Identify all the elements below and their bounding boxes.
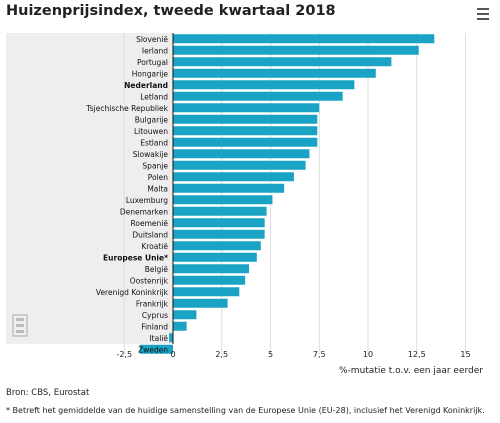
- bar[interactable]: [173, 172, 294, 182]
- bar[interactable]: [173, 149, 310, 159]
- category-label: Letland: [140, 92, 168, 101]
- label-panel: [6, 33, 173, 344]
- x-tick-label: 0: [170, 350, 175, 359]
- bar[interactable]: [173, 275, 246, 285]
- x-tick-labels: -2,5 0 2,5 5 7,5 10 12,5 15: [116, 350, 470, 359]
- category-label: Kroatië: [141, 242, 168, 251]
- bar[interactable]: [173, 264, 250, 274]
- x-tick-label: 10: [363, 350, 373, 359]
- category-label: Nederland: [124, 81, 168, 90]
- category-label: Luxemburg: [126, 196, 168, 205]
- category-label: Spanje: [142, 161, 168, 170]
- bar[interactable]: [173, 68, 376, 78]
- category-label: België: [145, 265, 169, 274]
- x-tick-label: 2,5: [215, 350, 228, 359]
- category-label: Duitsland: [132, 230, 168, 239]
- category-label: Frankrijk: [136, 299, 169, 308]
- bar-chart: Slovenië Ierland Portugal Hongarije Nederlan…: [6, 33, 483, 376]
- category-label: Tsjechische Republiek: [85, 104, 168, 113]
- source-note: Bron: CBS, Eurostat: [6, 388, 90, 398]
- bar[interactable]: [173, 241, 261, 251]
- bar[interactable]: [173, 45, 419, 55]
- bar[interactable]: [173, 218, 265, 228]
- bar[interactable]: [173, 206, 267, 216]
- bar[interactable]: [173, 160, 306, 170]
- category-label: Slowakije: [133, 150, 169, 159]
- category-label: Verenigd Koninkrijk: [96, 288, 169, 297]
- category-label: Estland: [140, 138, 168, 147]
- bar[interactable]: [173, 34, 435, 44]
- cbs-logo-icon: [12, 314, 28, 337]
- category-label: Portugal: [137, 58, 168, 67]
- category-label: Zweden: [138, 345, 168, 354]
- bar[interactable]: [173, 252, 257, 262]
- category-label: Roemenië: [131, 219, 169, 228]
- category-label: Denemarken: [120, 207, 168, 216]
- category-label: Malta: [147, 184, 168, 193]
- category-label: Italië: [149, 334, 168, 343]
- category-labels: Slovenië Ierland Portugal Hongarije Nederlan…: [85, 35, 168, 355]
- bar[interactable]: [173, 114, 318, 124]
- bar[interactable]: [173, 80, 355, 90]
- category-label: Oostenrijk: [130, 276, 169, 285]
- bar[interactable]: [173, 137, 318, 147]
- bar[interactable]: [173, 183, 285, 193]
- bar[interactable]: [173, 57, 392, 67]
- bar[interactable]: [173, 91, 343, 101]
- x-axis-label: %-mutatie t.o.v. een jaar eerder: [339, 366, 483, 376]
- bar[interactable]: [139, 344, 173, 354]
- category-label: Ierland: [142, 46, 168, 55]
- bar[interactable]: [173, 310, 197, 320]
- x-tick-label: 5: [268, 350, 273, 359]
- category-label: Cyprus: [142, 311, 168, 320]
- bar[interactable]: [173, 321, 187, 331]
- category-label: Litouwen: [134, 127, 168, 136]
- category-label: Bulgarije: [135, 115, 169, 124]
- x-tick-label: 15: [460, 350, 470, 359]
- category-label: Slovenië: [136, 35, 168, 44]
- bar[interactable]: [173, 298, 228, 308]
- category-label: Hongarije: [132, 69, 169, 78]
- bars: [139, 34, 435, 354]
- bar[interactable]: [173, 229, 265, 239]
- bar[interactable]: [173, 287, 240, 297]
- x-tick-label: -2,5: [116, 350, 132, 359]
- hamburger-menu-icon[interactable]: [477, 8, 489, 20]
- category-label: Europese Unie*: [103, 253, 168, 262]
- x-tick-label: 7,5: [313, 350, 326, 359]
- bar[interactable]: [169, 333, 173, 343]
- category-label: Polen: [148, 173, 169, 182]
- category-label: Finland: [141, 322, 168, 331]
- bar[interactable]: [173, 103, 320, 113]
- x-tick-label: 12,5: [408, 350, 426, 359]
- bar[interactable]: [173, 126, 318, 136]
- footnote: * Betreft het gemiddelde van de huidige …: [6, 406, 485, 415]
- bar[interactable]: [173, 195, 273, 205]
- page-title: Huizenprijsindex, tweede kwartaal 2018: [6, 3, 336, 19]
